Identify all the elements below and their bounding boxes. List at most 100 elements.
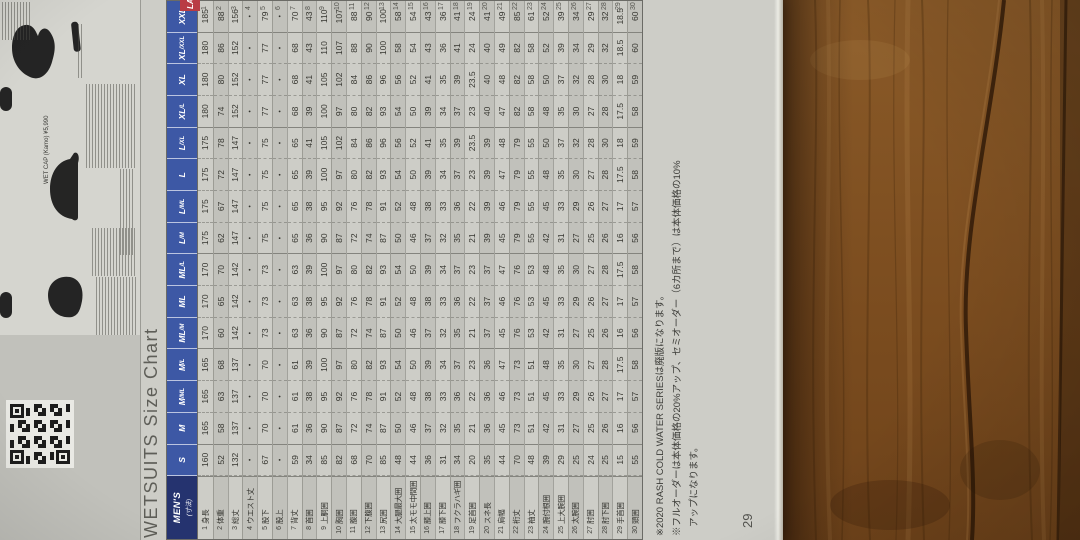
value-cell: 60 [628,32,642,65]
value-cell: 32 [435,222,450,255]
measurement-label-cell: 25 上大腕囲 [554,476,568,539]
ladys-row-number: 30 [630,2,638,10]
ladys-row-number: 9 [319,6,327,10]
value-cell: 22 [465,286,480,318]
value-cell: 60 [213,317,228,350]
value-cell: 35 [435,64,450,96]
value-cell: 63 [287,286,302,318]
value-cell: 67 [258,444,272,477]
value-cell: 48 [494,64,509,96]
value-cell: ・ [243,444,258,477]
table-row: 9 上胴囲 85 90 95 100 90 95 100 90 95 100 105 100 105 110 1… [316,0,332,539]
measurement-label-cell: 1 身長 [198,476,213,539]
table-row: 12 下腹囲 70 74 78 82 74 78 82 74 78 82 86 82 86 90 90 [360,0,376,539]
size-column-header: ML/M [167,317,197,350]
value-cell: 39 [480,191,494,223]
value-cell: 58 [524,32,539,65]
value-cell: 46 [494,381,509,413]
value-cell: 80 [213,64,228,96]
value-cell: 142 [228,317,243,350]
value-cell: ・ [272,254,287,287]
table-row: 6 股上・・・・・・・・・・・・・・・ [271,0,287,539]
value-cell: 78 [361,191,376,223]
value-cell: 175 [198,159,213,192]
value-cell: 40 [480,64,494,96]
measurement-label-cell: 5 股下 [258,476,272,539]
value-cell: 31 [435,444,450,477]
value-cell: 48 [406,381,420,413]
value-cell: 38 [420,381,435,413]
value-cell: 28 [583,127,598,160]
table-row: 18 フクラハギ囲 34 35 36 37 35 36 37 35 36 37 39 37 39 41 41 [449,0,465,539]
value-cell: 47 [494,349,509,382]
value-cell: 17.5 [613,95,628,128]
value-cell: 52 [406,127,420,160]
value-cell: 63 [287,254,302,287]
value-cell: 50 [406,349,420,382]
value-cell: 96 [376,64,391,96]
measurement-label-cell: 26 太腕囲 [568,476,583,539]
value-cell: 87 [332,412,346,445]
value-cell: 17 [613,286,628,318]
value-cell: 152 [228,32,243,65]
value-cell: 58 [628,95,642,128]
value-cell: 95 [317,286,332,318]
value-cell: 46 [494,191,509,223]
ladys-row-number: 15 [408,2,416,10]
value-cell: 41 [420,127,435,160]
measurement-label-cell: 27 肘囲 [583,476,598,539]
value-cell: 100 [317,159,332,192]
value-cell: 165 [198,412,213,445]
value-cell: 54 [391,95,406,128]
value-cell: 26 [598,222,613,255]
value-cell: 25 [568,444,583,477]
value-cell: 63 [287,317,302,350]
mens-header-cell: MEN'S (寸法) [167,476,197,539]
table-row: 28 肘下囲 25 26 27 28 26 27 28 26 27 28 30 28 30 32 32 [597,0,613,539]
value-cell: 37 [554,64,568,96]
size-column-header: L/M [167,222,197,255]
measurement-label-cell: 16 膝上囲 [420,476,435,539]
value-cell: 39 [450,64,465,96]
ladys-row-number: 20 [482,2,490,10]
ladys-row-number: 11 [349,2,356,10]
value-cell: 74 [361,317,376,350]
value-cell: 92 [332,381,346,413]
measurement-label-cell: 13 尻囲 [376,476,391,539]
value-cell: 23.5 [465,64,480,96]
value-cell: 48 [391,444,406,477]
value-cell: 42 [539,222,554,255]
value-cell: 100 [317,349,332,382]
value-cell: 68 [287,64,302,96]
value-cell: 74 [361,412,376,445]
ladys-row-number: 26 [571,2,578,10]
size-column-header: L/ML [167,191,197,223]
value-cell: 59 [628,64,642,96]
value-cell: 39 [420,349,435,382]
value-cell: ・ [243,349,258,382]
value-cell: 48 [524,444,539,477]
value-cell: 32 [598,32,613,65]
value-cell: 33 [554,191,568,223]
value-cell: 55 [524,159,539,192]
value-cell: ・ [272,381,287,413]
value-cell: 48 [539,95,554,128]
ladys-row-number: 29 [615,2,623,10]
value-cell: 51 [524,349,539,382]
table-row: 15 太モモ中間囲 44 46 48 50 46 48 50 46 48 50 52 50 52 54 54 [405,0,420,539]
value-cell: ・ [243,64,258,96]
value-cell: 82 [361,349,376,382]
value-cell: 46 [406,222,420,255]
value-cell: 73 [258,286,272,318]
value-cell: 93 [376,159,391,192]
value-cell: 93 [376,254,391,287]
value-cell: 152 [228,64,243,96]
ladys-row-number: 19 [467,2,475,10]
value-cell: 91 [376,381,391,413]
value-cell: 30 [568,95,583,128]
table-row: 25 上大腕囲 29 31 33 35 31 33 35 31 33 35 37 35 37 39 39 [553,0,568,539]
value-cell: 32 [568,64,583,96]
value-cell: 72 [346,412,361,445]
value-cell: 37 [480,254,494,287]
value-cell: 35 [450,412,465,445]
